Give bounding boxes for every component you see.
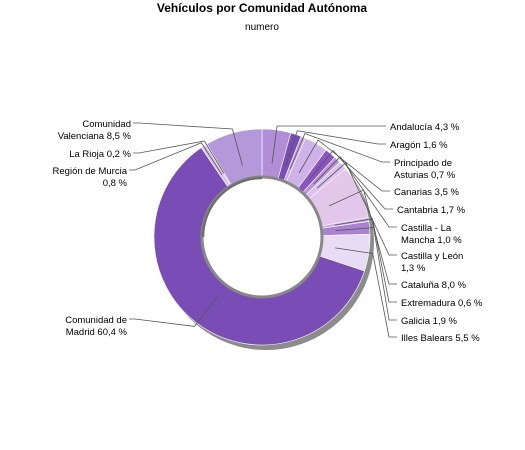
chart-subtitle: numero [245,22,279,33]
leader-line-13 [133,140,225,174]
leader-line-12 [129,142,223,176]
slice-label-6-line-1: 1,3 % [401,263,426,274]
slice-label-14-line-0: Comunidad [82,119,131,130]
donut-hole [202,177,322,297]
leader-line-8 [334,218,397,303]
leader-line-11 [129,295,218,327]
slice-label-9: Galicia 1,9 % [401,316,458,327]
slice-label-12-line-1: 0,8 % [103,178,128,189]
slice-label-6-line-0: Castilla y León [401,251,463,262]
slice-label-5-line-0: Castilla - La [401,223,452,234]
leader-line-14 [133,122,243,166]
leader-line-1 [284,130,386,167]
leader-line-3 [298,139,390,192]
donut-slices [153,128,371,346]
slice-label-12-line-0: Región de Murcia [53,166,128,177]
leader-line-6 [317,162,397,256]
leader-line-5 [313,156,397,228]
leader-line-0 [271,125,386,164]
slice-label-2-line-0: Principado de [394,158,452,169]
slice-label-11-line-1: Madrid 60,4 % [66,327,128,338]
leader-line-4 [308,149,393,210]
slice-label-13: La Rioja 0,2 % [69,149,131,160]
slice-label-11-line-0: Comunidad de [65,315,127,326]
slice-label-2-line-1: Asturias 0,7 % [394,170,456,181]
slice-label-1: Aragón 1,6 % [390,140,448,151]
slice-label-0: Andalucía 4,3 % [390,122,460,133]
donut-hole-depth [201,176,263,238]
slice-label-10: Illes Balears 5,5 % [401,333,480,344]
slice-label-3: Canarias 3,5 % [394,187,460,198]
leader-line-10 [335,247,397,338]
slice-label-5-line-1: Mancha 1,0 % [401,235,462,246]
leader-lines [129,122,397,338]
chart-title: Vehículos por Comunidad Autónoma [157,1,368,15]
slice-label-4: Cantabria 1,7 % [397,205,466,216]
leader-line-2 [289,132,390,169]
leader-line-9 [335,227,397,321]
slice-label-7: Cataluña 8,0 % [401,280,467,291]
slice-labels: Andalucía 4,3 % Aragón 1,6 % Principado de… [53,119,483,344]
slice-label-14-line-1: Valenciana 8,5 % [58,131,132,142]
slice-label-8: Extremadura 0,6 % [401,298,483,309]
